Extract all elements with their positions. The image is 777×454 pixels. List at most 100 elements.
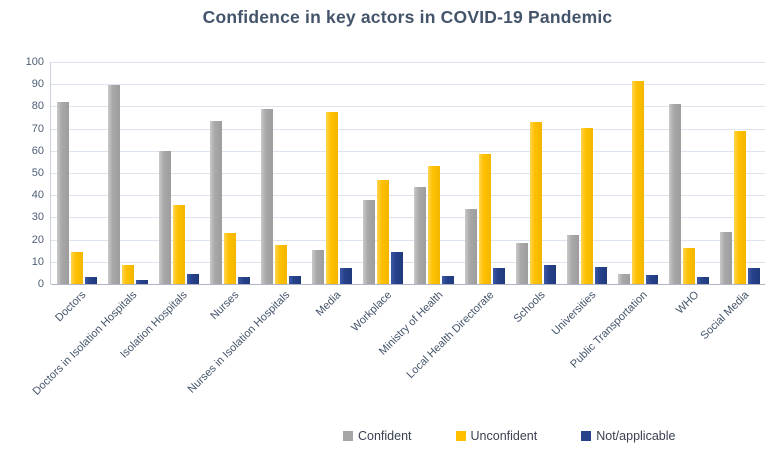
bar-not-applicable-7 <box>441 276 454 284</box>
bar-not-applicable-6 <box>390 251 403 284</box>
y-tick-label-10: 10 <box>31 255 44 268</box>
gridline-20 <box>51 239 765 241</box>
bar-unconfident-6 <box>376 179 389 284</box>
y-tick-label-20: 20 <box>31 233 44 246</box>
legend-swatch-confident <box>343 431 353 441</box>
bar-unconfident-4 <box>274 245 287 284</box>
bar-not-applicable-3 <box>237 277 250 284</box>
gridline-40 <box>51 195 765 197</box>
bar-not-applicable-8 <box>492 268 505 284</box>
gridline-0 <box>51 284 765 285</box>
bar-not-applicable-2 <box>186 274 199 284</box>
gridline-70 <box>51 128 765 130</box>
gridline-30 <box>51 217 765 219</box>
bar-group-4 <box>255 62 306 284</box>
bar-group-0 <box>51 62 102 284</box>
y-tick-label-40: 40 <box>31 189 44 202</box>
bar-unconfident-3 <box>223 232 236 284</box>
bar-confident-0 <box>56 101 69 284</box>
bar-confident-10 <box>566 235 579 284</box>
bar-unconfident-12 <box>682 248 695 284</box>
y-tick-label-80: 80 <box>31 100 44 113</box>
bar-group-9 <box>510 62 561 284</box>
bar-group-12 <box>663 62 714 284</box>
gridline-50 <box>51 173 765 174</box>
bar-group-7 <box>408 62 459 284</box>
y-tick-label-90: 90 <box>31 78 44 91</box>
bars-row <box>51 62 765 284</box>
plot-area <box>50 62 765 285</box>
bar-unconfident-13 <box>733 130 746 284</box>
bar-group-6 <box>357 62 408 284</box>
bar-unconfident-9 <box>529 121 542 284</box>
legend-swatch-unconfident <box>455 431 466 441</box>
legend-item-unconfident: Unconfident <box>455 429 538 443</box>
bar-unconfident-5 <box>325 111 338 284</box>
x-label-1: Doctors in Isolation Hospitals <box>30 289 140 398</box>
bar-confident-1 <box>107 85 120 284</box>
gridline-100 <box>51 62 765 63</box>
bar-unconfident-7 <box>427 166 440 284</box>
bar-confident-13 <box>719 231 732 284</box>
gridline-80 <box>51 106 765 108</box>
x-label-12: WHO <box>673 289 701 317</box>
bar-confident-3 <box>209 120 222 284</box>
bar-confident-4 <box>260 108 273 284</box>
bar-confident-5 <box>311 249 324 284</box>
bar-group-10 <box>561 62 612 284</box>
y-tick-label-50: 50 <box>31 167 44 179</box>
y-tick-label-70: 70 <box>31 122 44 135</box>
bar-confident-11 <box>617 274 630 284</box>
bar-confident-7 <box>413 187 426 284</box>
x-label-10: Universities <box>550 289 599 338</box>
bar-confident-8 <box>464 208 477 284</box>
bar-not-applicable-1 <box>135 279 148 284</box>
bar-not-applicable-12 <box>696 277 709 284</box>
bar-confident-9 <box>515 242 528 284</box>
legend-label-unconfident: Unconfident <box>470 429 538 443</box>
bar-group-5 <box>306 62 357 284</box>
bar-unconfident-2 <box>172 205 185 284</box>
bar-unconfident-10 <box>580 127 593 284</box>
bar-confident-2 <box>158 150 171 284</box>
bar-not-applicable-4 <box>288 276 301 284</box>
bar-unconfident-0 <box>70 251 83 284</box>
legend: Confident Unconfident Not/applicable <box>343 429 675 443</box>
x-label-8: Local Health Directorate <box>404 289 497 381</box>
bar-unconfident-8 <box>478 154 491 284</box>
bar-not-applicable-0 <box>84 277 97 284</box>
gridline-90 <box>51 84 765 86</box>
x-label-9: Schools <box>511 289 548 326</box>
bar-unconfident-11 <box>631 80 644 284</box>
gridline-60 <box>51 150 765 152</box>
legend-label-confident: Confident <box>358 429 412 443</box>
legend-label-not-applicable: Not/applicable <box>596 429 676 443</box>
y-tick-label-60: 60 <box>31 144 44 157</box>
legend-swatch-not-applicable <box>581 431 592 441</box>
bar-not-applicable-11 <box>645 275 658 284</box>
bar-not-applicable-9 <box>543 265 556 284</box>
bar-not-applicable-13 <box>747 268 760 284</box>
x-label-5: Media <box>313 289 344 319</box>
bar-not-applicable-5 <box>339 268 352 284</box>
x-label-3: Nurses <box>208 289 242 323</box>
legend-item-not-applicable: Not/applicable <box>581 429 675 443</box>
y-tick-label-100: 100 <box>25 56 44 68</box>
y-tick-label-0: 0 <box>37 278 44 290</box>
bar-group-8 <box>459 62 510 284</box>
legend-item-confident: Confident <box>343 429 412 443</box>
y-tick-label-30: 30 <box>31 211 44 224</box>
x-label-13: Social Media <box>698 289 752 343</box>
gridline-10 <box>51 261 765 263</box>
bar-group-11 <box>612 62 663 284</box>
bar-group-13 <box>714 62 765 284</box>
x-label-0: Doctors <box>52 289 89 325</box>
bar-group-1 <box>102 62 153 284</box>
x-label-4: Nurses in Isolation Hospitals <box>185 289 293 396</box>
bar-confident-6 <box>362 199 375 284</box>
chart-title: Confidence in key actors in COVID-19 Pan… <box>202 7 613 27</box>
bar-group-3 <box>204 62 255 284</box>
x-label-6: Workplace <box>349 289 395 335</box>
bar-not-applicable-10 <box>594 267 607 284</box>
